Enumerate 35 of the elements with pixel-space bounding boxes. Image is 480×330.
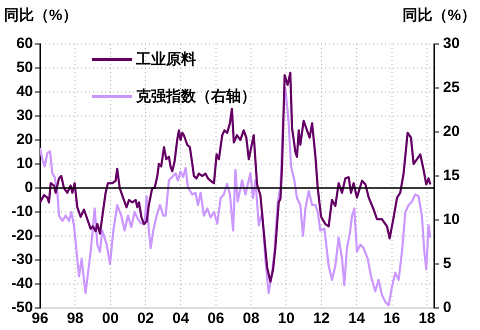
y-tick-label: 60 <box>16 35 33 52</box>
x-tick-label: 04 <box>172 310 190 328</box>
y2-tick-label: 20 <box>443 123 460 140</box>
y-tick-label: 50 <box>16 59 33 76</box>
y-tick-label: -40 <box>11 275 33 292</box>
y2-tick-label: 5 <box>443 255 452 272</box>
y2-tick-label: 25 <box>443 79 460 96</box>
legend-label: 工业原料 <box>136 50 196 68</box>
x-tick-label: 16 <box>383 310 400 328</box>
x-tick-label: 00 <box>102 310 119 328</box>
y-tick-label: 30 <box>16 107 33 124</box>
y-tick-label: 40 <box>16 83 33 100</box>
y2-axis-title: 同比（%） <box>402 6 476 25</box>
y2-tick-label: 15 <box>443 167 460 184</box>
x-tick-label: 10 <box>278 310 295 328</box>
y-tick-label: -50 <box>11 299 33 316</box>
x-tick-label: 06 <box>208 310 224 328</box>
y-tick-label: 0 <box>24 179 33 196</box>
y-tick-label: -10 <box>11 203 33 220</box>
y-axis-title: 同比（%） <box>4 6 78 25</box>
x-tick-label: 98 <box>66 310 84 328</box>
x-tick-label: 18 <box>418 310 436 328</box>
x-tick-label: 14 <box>348 310 366 328</box>
x-tick-label: 08 <box>242 310 260 328</box>
y2-tick-label: 0 <box>443 299 452 316</box>
y-tick-label: -20 <box>11 227 33 244</box>
x-tick-label: 12 <box>313 310 330 328</box>
y-tick-label: 20 <box>16 131 33 148</box>
legend-label: 克强指数（右轴） <box>136 86 256 106</box>
x-tick-label: 02 <box>137 310 154 328</box>
x-tick-label: 96 <box>32 310 48 328</box>
y2-tick-label: 10 <box>443 211 460 228</box>
y2-tick-label: 30 <box>443 35 460 52</box>
y-tick-label: -30 <box>11 251 33 268</box>
y-tick-label: 10 <box>16 155 33 172</box>
